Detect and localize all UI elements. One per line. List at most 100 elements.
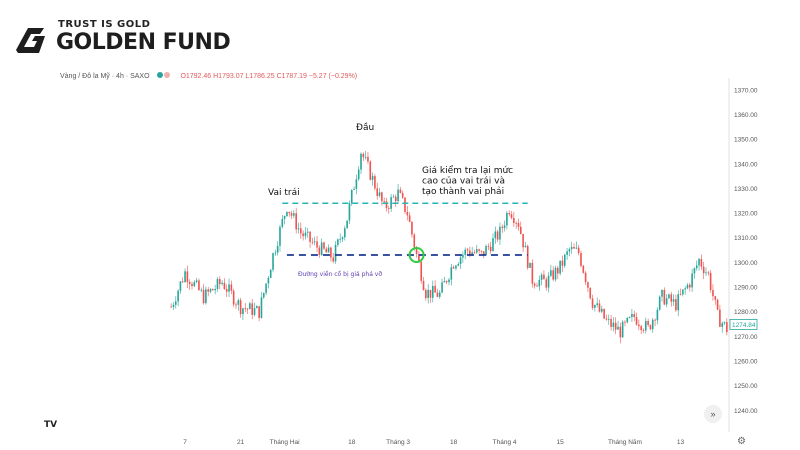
candle-body: [642, 330, 645, 331]
candle-body: [566, 251, 568, 255]
candle-body: [357, 169, 360, 180]
candle-body: [589, 287, 592, 299]
candle-body: [397, 189, 399, 202]
candle-body: [494, 231, 497, 239]
candle-body: [575, 247, 578, 249]
candle-body: [508, 212, 511, 215]
candle-body: [682, 289, 684, 295]
candle-body: [591, 298, 594, 308]
candle-body: [300, 228, 302, 234]
candle-body: [186, 271, 189, 282]
candle-body: [647, 320, 649, 326]
candle-body: [688, 284, 691, 288]
candle-body: [376, 188, 379, 196]
x-tick-label: 21: [237, 439, 245, 446]
candle-body: [693, 268, 696, 274]
candle-body: [510, 214, 513, 218]
candle-body: [318, 247, 321, 255]
candle-body: [691, 273, 693, 288]
breakout-circle: [408, 247, 425, 263]
x-tick-label: 18: [348, 439, 356, 446]
candle-body: [369, 161, 372, 180]
y-tick-label: 1330.00: [734, 186, 758, 193]
candle-body: [418, 253, 420, 262]
brand-tagline: TRUST IS GOLD: [58, 19, 151, 30]
y-tick-label: 1340.00: [734, 161, 758, 168]
candle-body: [244, 308, 247, 310]
y-tick-label: 1300.00: [734, 260, 758, 267]
candle-body: [631, 313, 633, 318]
candle-body: [188, 281, 191, 285]
candle-body: [721, 323, 724, 327]
candle-body: [293, 213, 295, 216]
candle-body: [559, 260, 561, 274]
candle-body: [545, 279, 548, 288]
candle-body: [628, 317, 631, 318]
candle-body: [348, 203, 351, 221]
candle-body: [501, 226, 504, 228]
candle-body: [540, 274, 543, 280]
candle-body: [267, 277, 270, 284]
legend-interval: 4h: [116, 72, 124, 80]
candle-body: [425, 290, 427, 299]
golden-fund-logo-icon: [16, 28, 45, 53]
candle-body: [371, 176, 374, 180]
candle-body: [582, 265, 585, 273]
candle-body: [543, 274, 545, 280]
candle-body: [661, 289, 663, 297]
candle-body: [330, 247, 332, 258]
candle-body: [519, 226, 522, 234]
candle-body: [214, 288, 216, 291]
candle-body: [177, 290, 179, 302]
candle-body: [320, 242, 323, 255]
candle-body: [656, 309, 659, 321]
gear-icon[interactable]: ⚙: [737, 436, 746, 447]
candle-body: [258, 306, 260, 318]
x-tick-label: Tháng 4: [493, 439, 517, 446]
candle-body: [288, 211, 291, 214]
x-tick-label: 18: [450, 439, 458, 446]
candle-body: [658, 296, 661, 310]
candle-body: [492, 238, 494, 252]
candle-body: [709, 272, 712, 291]
candle-body: [452, 267, 455, 269]
candle-body: [635, 317, 638, 325]
candle-body: [612, 322, 615, 327]
candle-body: [207, 289, 210, 292]
candle-body: [413, 234, 416, 248]
candle-body: [378, 192, 381, 196]
scroll-to-realtime-button[interactable]: »: [704, 405, 722, 423]
candle-body: [392, 196, 395, 198]
candle-body: [399, 189, 402, 193]
candle-body: [698, 258, 700, 266]
candle-body: [251, 303, 254, 315]
candle-body: [455, 265, 457, 269]
candle-body: [557, 267, 559, 274]
candle-body: [387, 208, 390, 209]
candle-body: [587, 282, 589, 288]
candle-body: [603, 308, 605, 319]
candle-body: [469, 250, 471, 255]
candle-body: [309, 231, 311, 242]
candle-body: [529, 262, 531, 268]
candle-body: [489, 246, 492, 252]
candle-body: [436, 292, 439, 297]
candle-body: [719, 309, 721, 327]
candle-body: [723, 322, 726, 324]
candle-body: [235, 304, 237, 306]
x-tick-label: 7: [183, 439, 187, 446]
candle-body: [475, 249, 478, 253]
candle-body: [195, 280, 198, 283]
candle-body: [260, 297, 263, 318]
candle-body: [184, 271, 186, 282]
candle-body: [209, 289, 212, 292]
x-tick-label: Tháng 3: [386, 439, 410, 446]
candle-body: [614, 322, 617, 330]
candle-body: [633, 313, 636, 318]
y-tick-label: 1320.00: [734, 211, 758, 218]
candle-body: [202, 289, 205, 304]
candle-body: [381, 192, 383, 202]
candle-body: [179, 281, 182, 291]
candle-body: [246, 308, 249, 310]
